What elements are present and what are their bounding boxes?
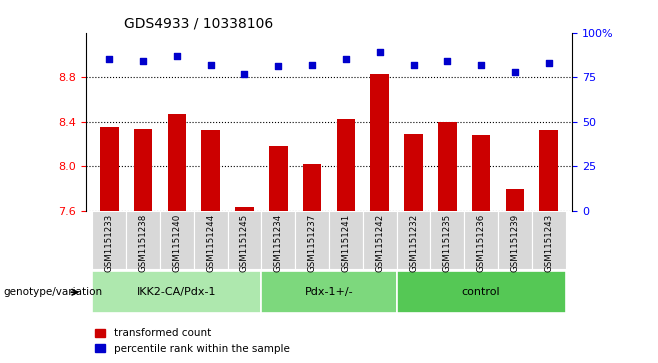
Point bbox=[172, 53, 182, 59]
Text: GSM1151236: GSM1151236 bbox=[476, 213, 486, 272]
Text: GSM1151235: GSM1151235 bbox=[443, 213, 452, 272]
Point bbox=[205, 62, 216, 68]
Bar bbox=[303, 164, 321, 211]
Bar bbox=[438, 122, 457, 211]
Bar bbox=[261, 271, 397, 313]
Bar bbox=[329, 211, 363, 269]
Point bbox=[104, 56, 114, 62]
Text: GSM1151234: GSM1151234 bbox=[274, 213, 283, 272]
Text: GSM1151233: GSM1151233 bbox=[105, 213, 114, 272]
Bar bbox=[261, 211, 295, 269]
Text: GSM1151241: GSM1151241 bbox=[342, 213, 351, 272]
Bar bbox=[532, 211, 566, 269]
Bar bbox=[126, 211, 160, 269]
Point bbox=[273, 64, 284, 69]
Text: GSM1151245: GSM1151245 bbox=[240, 213, 249, 272]
Bar bbox=[370, 74, 389, 211]
Bar bbox=[472, 135, 490, 211]
Bar bbox=[295, 211, 329, 269]
Text: GSM1151242: GSM1151242 bbox=[375, 213, 384, 272]
Bar bbox=[168, 114, 186, 211]
Bar bbox=[337, 119, 355, 211]
Text: IKK2-CA/Pdx-1: IKK2-CA/Pdx-1 bbox=[137, 287, 216, 297]
Legend: transformed count, percentile rank within the sample: transformed count, percentile rank withi… bbox=[91, 324, 293, 358]
Bar bbox=[397, 271, 566, 313]
Bar bbox=[540, 131, 558, 211]
Point bbox=[240, 71, 250, 77]
Point bbox=[408, 62, 418, 68]
Point bbox=[476, 62, 486, 68]
Point bbox=[374, 49, 385, 55]
Bar bbox=[465, 211, 498, 269]
Bar bbox=[430, 211, 465, 269]
Bar bbox=[134, 129, 152, 211]
Bar bbox=[404, 134, 423, 211]
Bar bbox=[160, 211, 193, 269]
Bar bbox=[92, 271, 261, 313]
Text: GSM1151240: GSM1151240 bbox=[172, 213, 182, 272]
Text: GSM1151232: GSM1151232 bbox=[409, 213, 418, 272]
Bar bbox=[100, 127, 118, 211]
Point bbox=[307, 62, 317, 68]
Bar bbox=[363, 211, 397, 269]
Bar bbox=[498, 211, 532, 269]
Bar bbox=[269, 146, 288, 211]
Point bbox=[442, 58, 453, 64]
Bar bbox=[92, 211, 126, 269]
Text: genotype/variation: genotype/variation bbox=[3, 287, 103, 297]
Text: GSM1151237: GSM1151237 bbox=[307, 213, 316, 272]
Text: GDS4933 / 10338106: GDS4933 / 10338106 bbox=[124, 16, 274, 30]
Point bbox=[544, 60, 554, 66]
Text: GSM1151238: GSM1151238 bbox=[139, 213, 147, 272]
Bar bbox=[228, 211, 261, 269]
Point bbox=[138, 58, 148, 64]
Bar bbox=[235, 207, 254, 211]
Text: Pdx-1+/-: Pdx-1+/- bbox=[305, 287, 353, 297]
Bar bbox=[506, 189, 524, 211]
Point bbox=[341, 56, 351, 62]
Bar bbox=[397, 211, 430, 269]
Bar bbox=[201, 131, 220, 211]
Bar bbox=[193, 211, 228, 269]
Text: GSM1151239: GSM1151239 bbox=[511, 213, 519, 272]
Text: GSM1151243: GSM1151243 bbox=[544, 213, 553, 272]
Text: control: control bbox=[462, 287, 501, 297]
Point bbox=[510, 69, 520, 75]
Text: GSM1151244: GSM1151244 bbox=[206, 213, 215, 272]
